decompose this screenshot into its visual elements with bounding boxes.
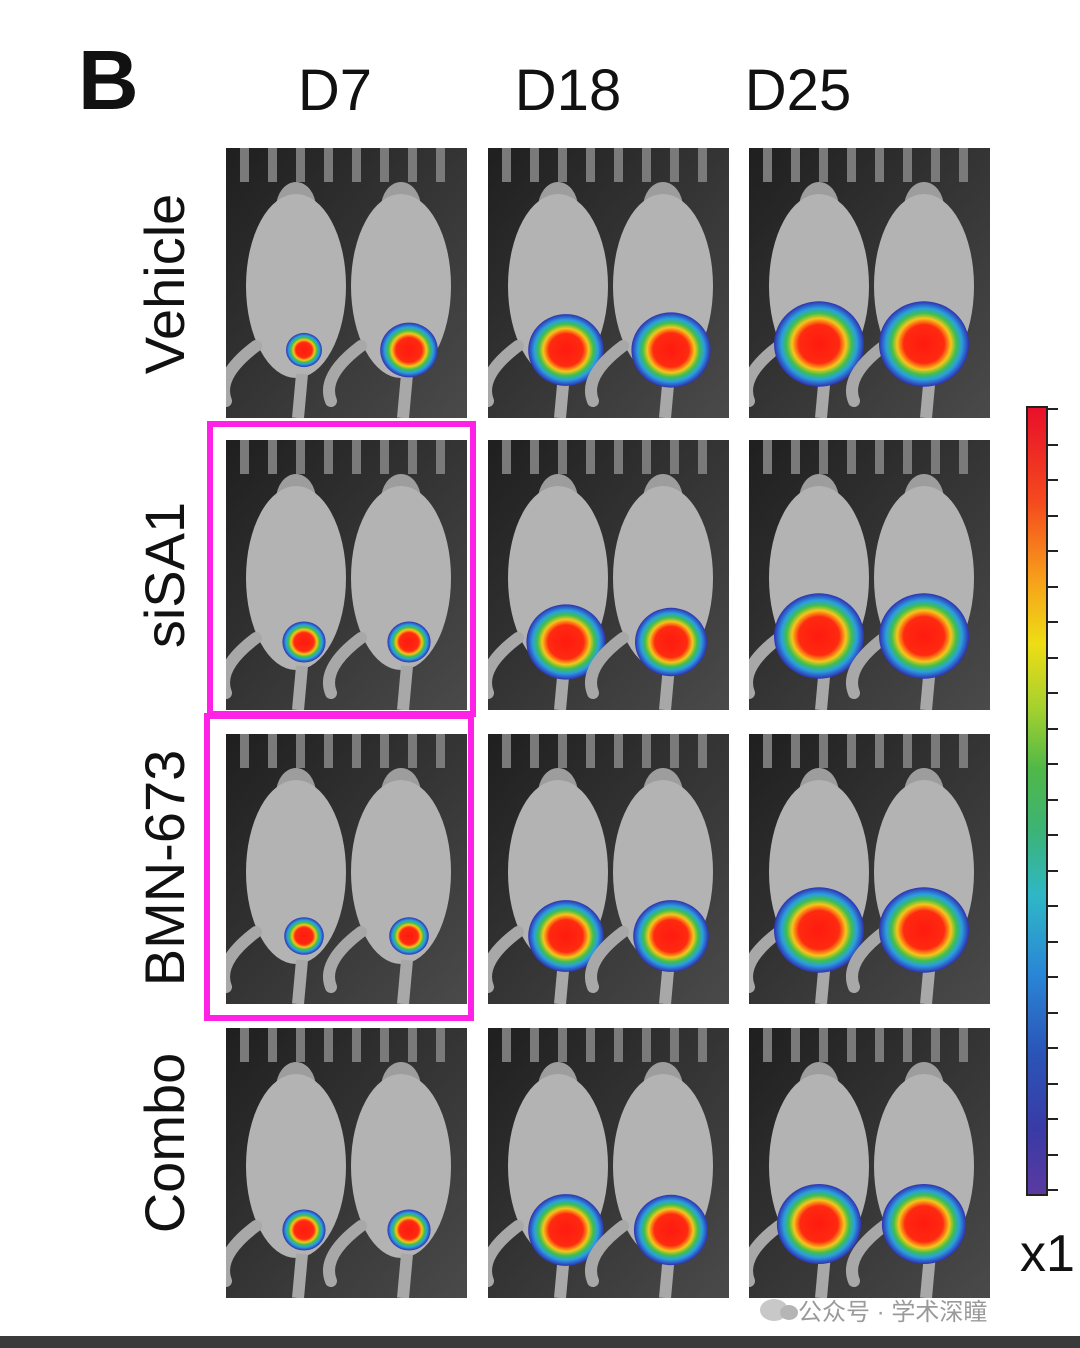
colorbar-tick	[1046, 763, 1058, 765]
wechat-icon	[760, 1298, 798, 1321]
colorbar	[1026, 406, 1048, 1196]
colorbar-tick	[1046, 1189, 1058, 1191]
mouse-image-sisa1-d7	[226, 440, 467, 710]
colorbar-tick	[1046, 1082, 1058, 1085]
colorbar-tick	[1046, 585, 1058, 588]
colorbar-tick	[1046, 905, 1058, 907]
colorbar-tick	[1046, 408, 1058, 410]
mouse-image-sisa1-d18	[488, 440, 729, 710]
colorbar-tick	[1046, 1047, 1058, 1049]
mouse-image-bmn673-d25	[749, 734, 990, 1004]
mouse-image-vehicle-d25	[749, 148, 990, 418]
row-label-sisa1: siSA1	[133, 501, 196, 649]
panel-letter: B	[78, 33, 139, 127]
colorbar-tick	[1046, 798, 1058, 801]
column-label-d7: D7	[297, 58, 373, 123]
mouse-image-combo-d25	[749, 1028, 990, 1298]
watermark-text: 公众号 · 学术深瞳	[798, 1299, 988, 1326]
colorbar-tick	[1046, 869, 1058, 872]
mouse-image-sisa1-d25	[749, 440, 990, 710]
row-label-combo: Combo	[133, 1052, 196, 1234]
colorbar-tick	[1046, 514, 1058, 517]
mouse-image-vehicle-d7	[226, 148, 467, 418]
mouse-image-bmn673-d18	[488, 734, 729, 1004]
colorbar-tick	[1046, 1153, 1058, 1156]
colorbar-tick	[1046, 443, 1058, 446]
highlight-box-sisa1-d7	[207, 421, 476, 717]
mouse-image-bmn673-d7	[226, 734, 467, 1004]
colorbar-tick	[1046, 479, 1058, 481]
colorbar-tick	[1046, 621, 1058, 623]
colorbar-tick	[1046, 834, 1058, 836]
colorbar-tick	[1046, 656, 1058, 659]
mouse-image-combo-d18	[488, 1028, 729, 1298]
colorbar-tick	[1046, 550, 1058, 552]
highlight-box-bmn673-d7	[204, 713, 474, 1021]
bottom-divider	[0, 1336, 1080, 1348]
mouse-image-combo-d7	[226, 1028, 467, 1298]
colorbar-tick	[1046, 727, 1058, 730]
column-label-d18: D18	[514, 58, 622, 123]
mouse-image-vehicle-d18	[488, 148, 729, 418]
colorbar-tick	[1046, 1011, 1058, 1014]
column-label-d25: D25	[744, 58, 852, 123]
colorbar-tick	[1046, 976, 1058, 978]
colorbar-tick	[1046, 1118, 1058, 1120]
colorbar-label: x1	[1020, 1225, 1075, 1283]
colorbar-tick	[1046, 940, 1058, 943]
row-label-vehicle: Vehicle	[133, 193, 196, 375]
colorbar-tick	[1046, 692, 1058, 694]
watermark: 公众号 · 学术深瞳	[760, 1292, 987, 1327]
row-label-bmn673: BMN-673	[133, 749, 196, 987]
